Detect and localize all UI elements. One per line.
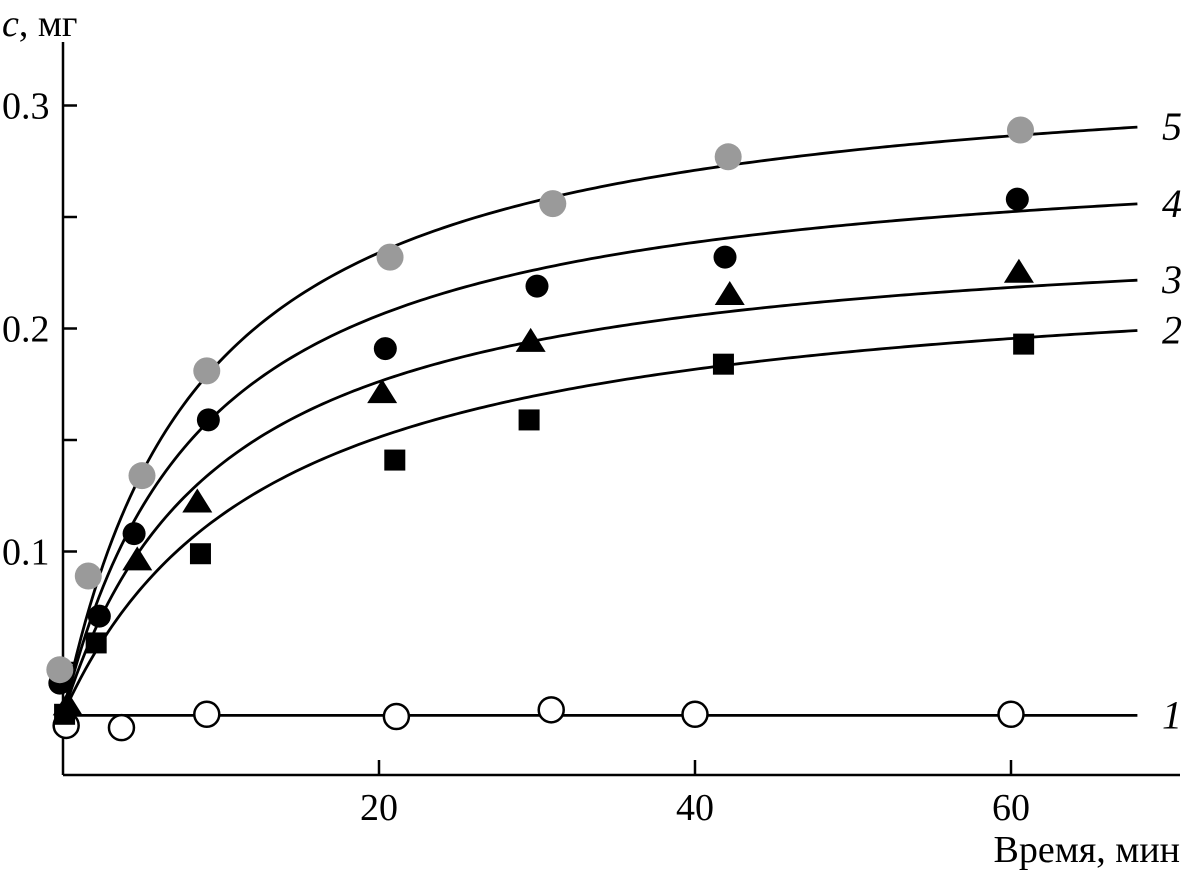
data-point-series-3 [122,546,153,571]
data-point-series-1 [537,696,565,724]
fit-curve-5 [61,125,1138,715]
data-point-series-4 [713,245,737,269]
data-point-series-5 [128,462,156,490]
x-axis-title: Время, мин [994,829,1180,871]
data-point-series-5 [1006,116,1034,144]
data-point-series-5 [539,190,567,218]
data-point-series-2 [712,353,734,375]
data-point-series-3 [515,327,546,352]
y-axis-title: c, мг [2,3,78,45]
data-point-series-4 [196,408,220,432]
data-point-series-4 [122,522,146,546]
fit-curves [61,125,1138,717]
data-point-series-3 [367,379,398,404]
data-point-series-4 [1005,187,1029,211]
data-point-series-1 [107,713,136,742]
data-markers [46,116,1035,742]
data-point-series-5 [46,656,74,684]
data-point-series-3 [714,281,745,306]
ticks [63,104,1013,775]
series-label-5: 5 [1162,104,1182,149]
data-point-series-2 [1013,333,1035,355]
data-point-series-2 [189,543,211,565]
data-point-series-3 [182,488,213,513]
fit-curve-2 [61,329,1138,715]
data-point-series-2 [384,449,406,471]
tick-labels: 20 40 60 0.1 0.2 0.3 [2,86,1030,830]
data-point-series-1 [681,700,709,729]
fit-curve-3 [61,278,1138,715]
y-tick-label: 0.1 [2,532,50,574]
data-point-series-4 [87,604,111,628]
x-tick-label: 40 [676,787,714,829]
data-point-series-1 [193,700,221,729]
x-tick-label: 60 [992,787,1030,829]
data-point-series-4 [373,337,397,361]
data-point-series-5 [193,357,221,385]
series-label-3: 3 [1161,257,1182,302]
data-point-series-2 [518,409,540,431]
fit-curve-4 [61,202,1138,715]
data-point-series-2 [85,632,107,654]
data-point-series-3 [1003,258,1034,283]
y-tick-label: 0.2 [2,309,50,351]
data-point-series-1 [382,702,411,731]
series-label-2: 2 [1162,308,1182,353]
data-point-series-3 [52,691,83,716]
y-tick-label: 0.3 [2,86,50,128]
axes [61,42,1180,777]
y-axis-symbol: c [2,3,19,45]
series-labels: 1 2 3 4 5 [1161,104,1182,737]
data-point-series-4 [525,274,549,298]
data-point-series-5 [714,143,742,171]
series-label-1: 1 [1162,692,1182,737]
series-label-4: 4 [1162,181,1182,226]
data-point-series-5 [74,562,102,590]
data-point-series-5 [376,243,404,271]
x-tick-label: 20 [360,787,398,829]
y-axis-unit: , мг [19,3,78,45]
data-point-series-1 [997,700,1025,729]
